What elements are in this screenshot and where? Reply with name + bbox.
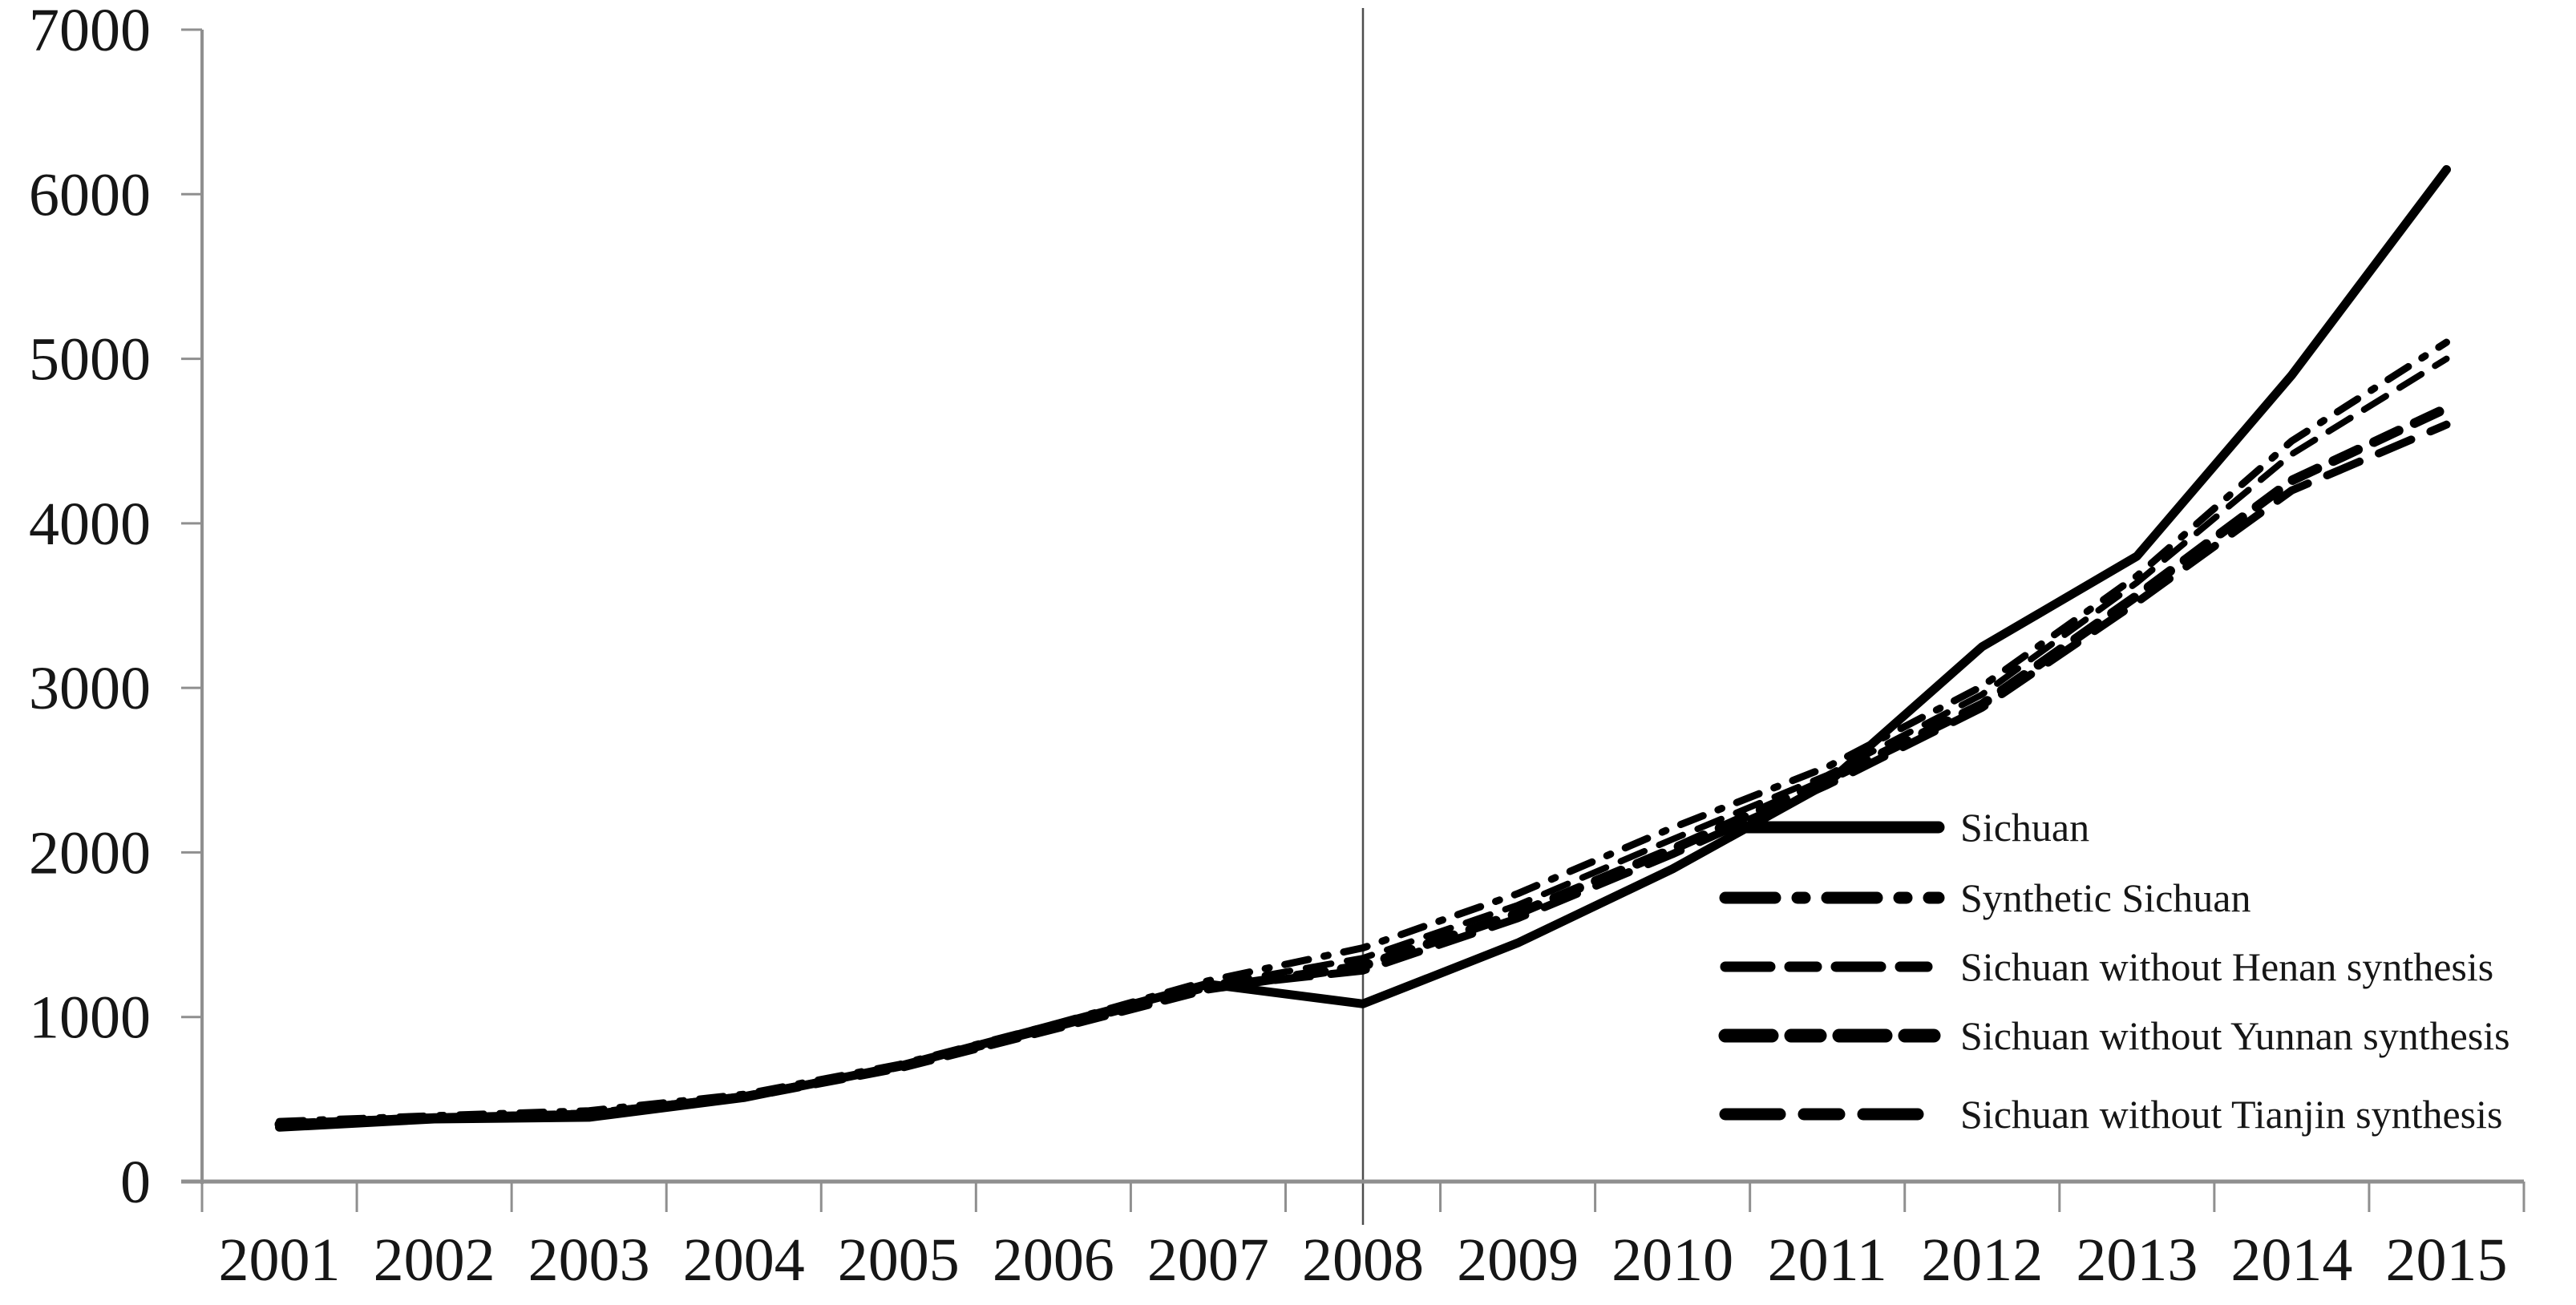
x-tick-label-2009: 2009 <box>1457 1226 1579 1294</box>
x-tick-label-2002: 2002 <box>374 1226 495 1294</box>
x-tick-label-2008: 2008 <box>1302 1226 1424 1294</box>
y-tick-label-7000: 7000 <box>29 0 151 64</box>
x-tick-label-2005: 2005 <box>838 1226 960 1294</box>
legend-item-synthetic-sichuan: Synthetic Sichuan <box>1719 875 2250 920</box>
series-lines <box>274 165 2452 1132</box>
x-tick-label-2014: 2014 <box>2230 1226 2352 1294</box>
y-tick-label-6000: 6000 <box>29 161 151 228</box>
legend-label: Sichuan without Tianjin synthesis <box>1960 1092 2502 1137</box>
axes: 0 1000 2000 3000 4000 5000 6000 7000 2001 2002 200… <box>29 0 2525 1294</box>
y-tick-label-0: 0 <box>120 1149 151 1216</box>
legend-label: Sichuan without Henan synthesis <box>1960 944 2493 989</box>
x-tick-label-2004: 2004 <box>683 1226 805 1294</box>
legend: Sichuan Synthetic Sichuan Sichuan without … <box>1718 805 2510 1137</box>
x-tick-label-2007: 2007 <box>1147 1226 1269 1294</box>
legend-label: Sichuan <box>1960 805 2089 850</box>
y-tick-label-5000: 5000 <box>29 326 151 394</box>
y-tick-label-4000: 4000 <box>29 491 151 558</box>
x-tick-label-2011: 2011 <box>1768 1226 1887 1294</box>
x-tick-label-2013: 2013 <box>2076 1226 2198 1294</box>
legend-item-sichuan: Sichuan <box>1719 805 2089 850</box>
legend-label: Synthetic Sichuan <box>1960 875 2250 920</box>
x-tick-label-2001: 2001 <box>219 1226 341 1294</box>
x-tick-label-2010: 2010 <box>1612 1226 1733 1294</box>
legend-item-sichuan-without-tianjin-synthesis: Sichuan without Tianjin synthesis <box>1719 1092 2502 1137</box>
x-tick-label-2015: 2015 <box>2385 1226 2507 1294</box>
series-line-sichuan-without-tianjin-synthesis <box>275 420 2451 1128</box>
x-tick-label-2003: 2003 <box>528 1226 650 1294</box>
y-tick-label-2000: 2000 <box>29 819 151 887</box>
x-tick-label-2006: 2006 <box>993 1226 1114 1294</box>
y-tick-label-3000: 3000 <box>29 655 151 722</box>
legend-label: Sichuan without Yunnan synthesis <box>1960 1013 2510 1058</box>
x-tick-label-2012: 2012 <box>1921 1226 2043 1294</box>
legend-item-sichuan-without-henan-synthesis: Sichuan without Henan synthesis <box>1720 944 2493 989</box>
y-tick-label-1000: 1000 <box>29 984 151 1052</box>
legend-item-sichuan-without-yunnan-synthesis: Sichuan without Yunnan synthesis <box>1718 1013 2510 1058</box>
